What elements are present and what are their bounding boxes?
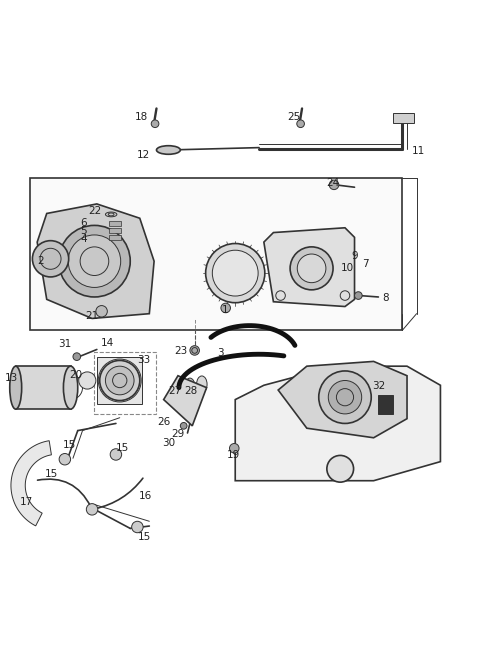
Bar: [30, 178, 402, 331]
Text: 15: 15: [116, 443, 129, 453]
Circle shape: [79, 372, 96, 389]
Circle shape: [68, 235, 120, 287]
Ellipse shape: [10, 366, 22, 409]
Text: 29: 29: [171, 430, 185, 440]
Circle shape: [110, 449, 121, 461]
Circle shape: [173, 388, 192, 407]
Ellipse shape: [156, 146, 180, 154]
Text: 22: 22: [88, 206, 102, 216]
Text: 30: 30: [162, 438, 175, 447]
Circle shape: [328, 380, 362, 414]
Circle shape: [106, 366, 134, 395]
Polygon shape: [235, 366, 441, 481]
Circle shape: [297, 120, 304, 127]
Text: 7: 7: [362, 258, 368, 268]
Ellipse shape: [197, 376, 207, 393]
Circle shape: [327, 455, 354, 482]
Text: 26: 26: [157, 417, 170, 428]
Circle shape: [86, 504, 98, 515]
Circle shape: [96, 306, 108, 317]
Text: 23: 23: [174, 346, 188, 356]
Circle shape: [221, 303, 230, 313]
Text: 18: 18: [134, 112, 148, 121]
Circle shape: [59, 226, 130, 297]
Circle shape: [329, 180, 339, 190]
Circle shape: [190, 346, 199, 355]
Ellipse shape: [185, 378, 195, 392]
Bar: [95, 352, 156, 414]
FancyArrowPatch shape: [37, 479, 91, 507]
Text: 24: 24: [326, 178, 340, 188]
Circle shape: [132, 522, 143, 533]
Polygon shape: [164, 376, 206, 426]
Ellipse shape: [63, 366, 78, 409]
FancyArrowPatch shape: [95, 478, 143, 509]
Text: 2: 2: [37, 256, 44, 266]
Text: 19: 19: [227, 451, 240, 461]
Circle shape: [355, 292, 362, 299]
Bar: [109, 235, 120, 240]
Circle shape: [205, 243, 265, 302]
Text: 21: 21: [85, 311, 99, 321]
Text: 14: 14: [101, 338, 114, 348]
Circle shape: [73, 353, 81, 360]
Text: 25: 25: [287, 112, 300, 121]
Text: 31: 31: [58, 338, 72, 349]
Bar: [16, 366, 71, 409]
Text: 27: 27: [168, 386, 181, 396]
Circle shape: [297, 254, 326, 283]
Text: 3: 3: [217, 348, 224, 358]
Text: 28: 28: [185, 386, 198, 396]
Text: 20: 20: [69, 370, 82, 380]
Bar: [378, 395, 393, 414]
Text: 33: 33: [137, 356, 151, 365]
Circle shape: [151, 120, 159, 127]
Text: 16: 16: [139, 491, 152, 501]
Text: 11: 11: [411, 146, 425, 156]
Text: 15: 15: [62, 440, 76, 451]
Text: 4: 4: [80, 234, 87, 244]
Text: 5: 5: [80, 226, 87, 236]
Text: 10: 10: [341, 263, 354, 274]
Text: 15: 15: [45, 469, 58, 479]
Bar: [109, 228, 120, 233]
Polygon shape: [278, 361, 407, 438]
Circle shape: [59, 453, 71, 465]
Circle shape: [319, 371, 371, 423]
Circle shape: [33, 241, 69, 277]
Circle shape: [100, 360, 140, 401]
Circle shape: [230, 445, 237, 451]
Text: 8: 8: [382, 293, 389, 304]
Ellipse shape: [106, 212, 117, 216]
Text: 32: 32: [372, 381, 385, 391]
Circle shape: [180, 422, 187, 429]
Text: 17: 17: [20, 497, 33, 507]
Bar: [393, 113, 414, 123]
Circle shape: [212, 250, 258, 296]
Bar: [97, 357, 142, 404]
Text: 9: 9: [351, 251, 358, 262]
Text: 12: 12: [137, 150, 150, 160]
Text: 1: 1: [221, 305, 228, 316]
Circle shape: [290, 247, 333, 290]
Polygon shape: [11, 441, 51, 526]
Text: 6: 6: [80, 218, 87, 228]
Text: 15: 15: [138, 531, 151, 542]
Circle shape: [229, 443, 239, 453]
Polygon shape: [264, 228, 355, 306]
Polygon shape: [37, 204, 154, 318]
Text: 13: 13: [5, 373, 19, 382]
Bar: [109, 220, 120, 226]
